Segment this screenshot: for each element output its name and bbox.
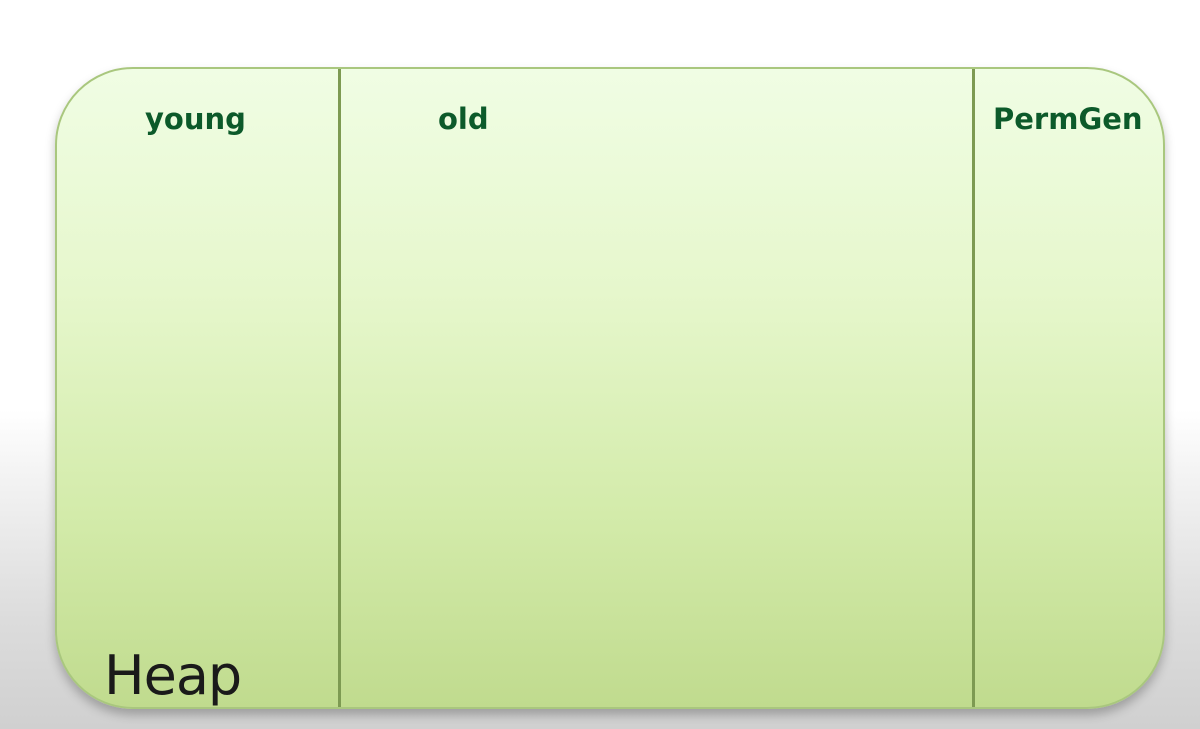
region-label-permgen: PermGen — [993, 102, 1143, 136]
heap-caption: Heap — [104, 644, 242, 707]
heap-diagram: young old PermGen Heap — [55, 67, 1165, 709]
divider-old-permgen — [972, 69, 975, 707]
region-label-young: young — [145, 102, 246, 136]
divider-young-old — [338, 69, 341, 707]
region-label-old: old — [438, 102, 489, 136]
